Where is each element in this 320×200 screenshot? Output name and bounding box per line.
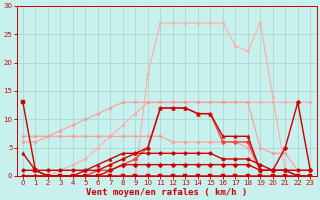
X-axis label: Vent moyen/en rafales ( km/h ): Vent moyen/en rafales ( km/h ) <box>86 188 247 197</box>
